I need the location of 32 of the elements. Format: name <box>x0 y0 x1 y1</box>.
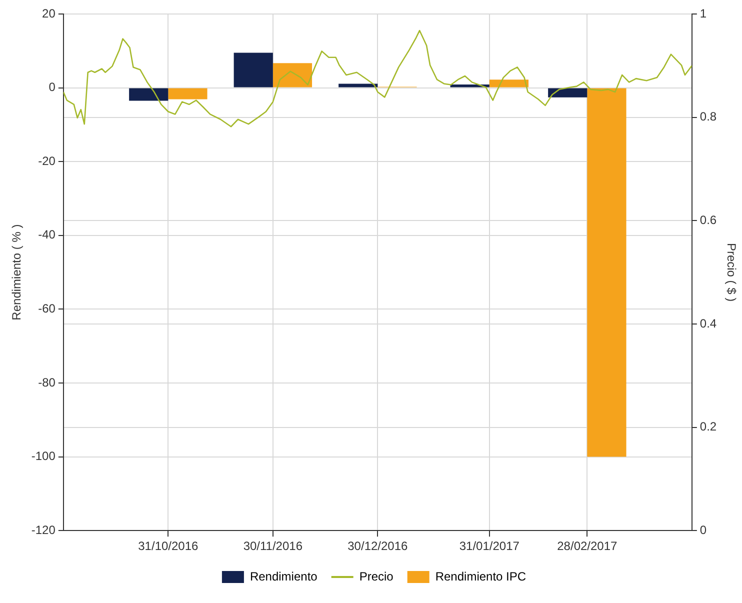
x-tick-label: 30/11/2016 <box>243 539 303 554</box>
y2-tick-label: 0.2 <box>700 420 717 434</box>
y2-tick-label: 0.8 <box>700 110 717 124</box>
legend-label: Rendimiento <box>250 569 318 584</box>
x-tick-label: 31/10/2016 <box>138 539 199 554</box>
y2-tick-label: 0.6 <box>700 212 717 227</box>
x-tick-label: 31/01/2017 <box>459 539 520 554</box>
y-tick-label: -60 <box>38 302 56 316</box>
bar <box>234 52 273 88</box>
y-tick-label: 20 <box>42 6 56 20</box>
y-axis-title: Rendimiento ( % ) <box>10 224 24 320</box>
y2-tick-label: 0.4 <box>700 316 717 330</box>
bar <box>272 63 312 88</box>
bar <box>168 88 208 100</box>
y2-axis-title: Precio ( $ ) <box>724 242 738 302</box>
y-tick-label: -120 <box>31 522 56 537</box>
y2-tick-label: 1 <box>700 6 707 20</box>
bar <box>129 88 168 101</box>
x-tick-label: 28/02/2017 <box>557 539 618 554</box>
y-tick-label: 0 <box>48 80 56 94</box>
y-tick-label: -40 <box>38 228 56 242</box>
y2-tick-label: 0 <box>700 522 707 537</box>
bar <box>587 88 626 457</box>
bar <box>489 80 529 88</box>
x-tick-label: 30/12/2016 <box>348 539 408 554</box>
y-tick-label: -20 <box>38 154 56 168</box>
y-tick-label: -80 <box>38 375 56 390</box>
y-tick-label: -100 <box>31 449 56 464</box>
legend-label: Rendimiento IPC <box>435 569 526 584</box>
bar <box>548 88 588 98</box>
bar <box>338 84 378 88</box>
legend-label: Precio <box>359 569 394 584</box>
